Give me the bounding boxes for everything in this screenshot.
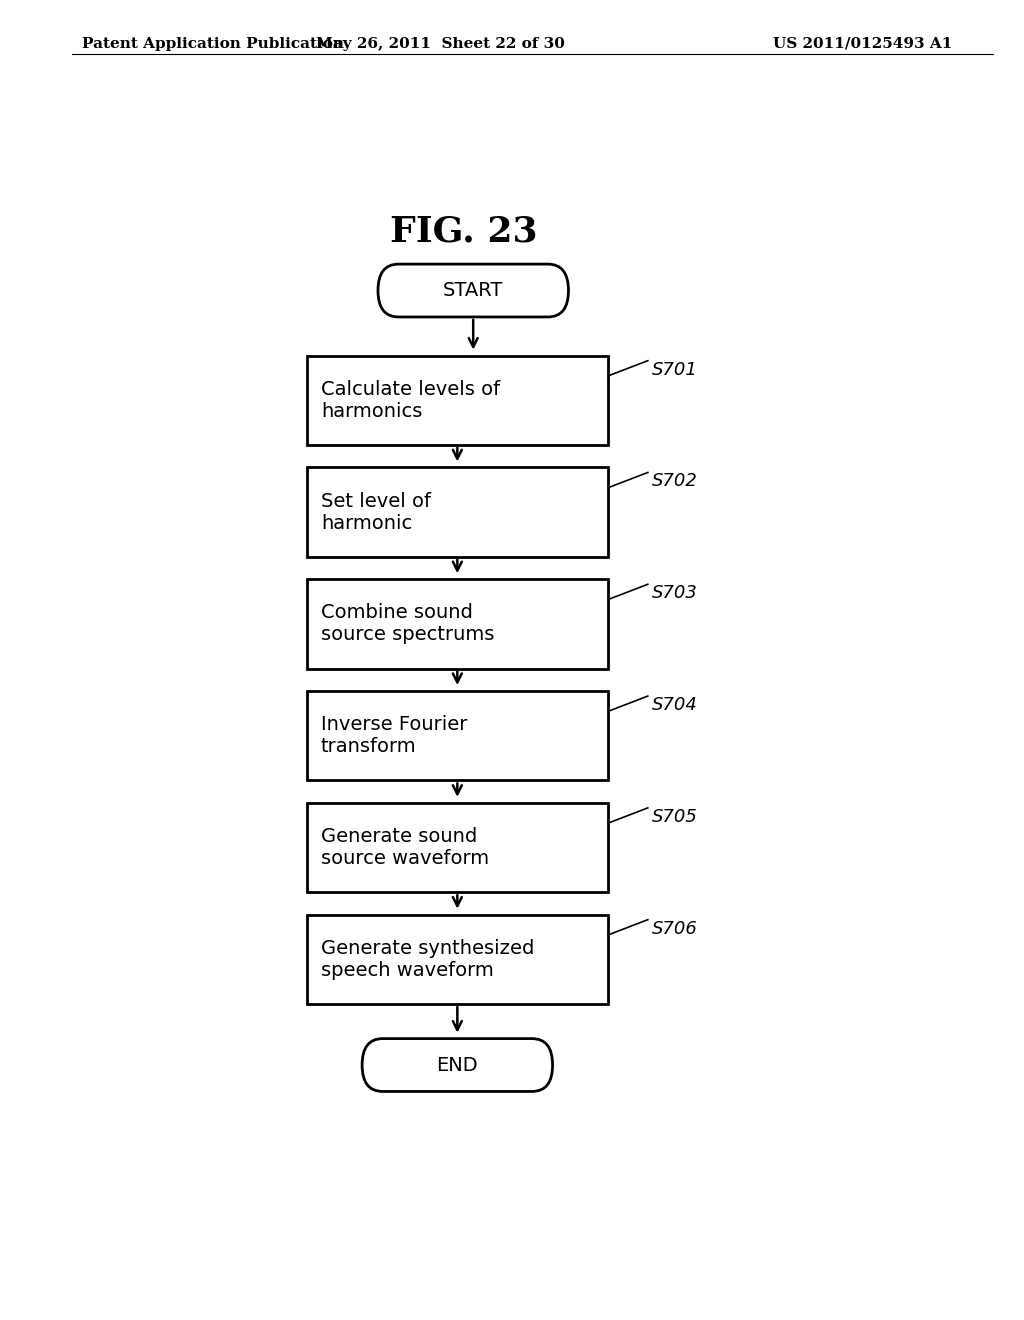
Bar [306,579,608,669]
Bar [306,690,608,780]
Text: May 26, 2011  Sheet 22 of 30: May 26, 2011 Sheet 22 of 30 [315,37,565,51]
Text: S706: S706 [652,920,697,937]
Text: Set level of
harmonic: Set level of harmonic [321,491,431,532]
FancyBboxPatch shape [362,1039,553,1092]
Text: S705: S705 [652,808,697,826]
Text: Combine sound
source spectrums: Combine sound source spectrums [321,603,495,644]
Text: Generate synthesized
speech waveform: Generate synthesized speech waveform [321,939,535,979]
Text: Generate sound
source waveform: Generate sound source waveform [321,828,489,869]
Bar [306,803,608,892]
Text: S701: S701 [652,360,697,379]
Text: START: START [443,281,504,300]
Text: S704: S704 [652,696,697,714]
Bar [306,467,608,557]
Text: END: END [436,1056,478,1074]
Text: FIG. 23: FIG. 23 [390,214,538,248]
Bar [306,915,608,1005]
Text: Calculate levels of
harmonics: Calculate levels of harmonics [321,380,500,421]
Text: Patent Application Publication: Patent Application Publication [82,37,344,51]
Text: S703: S703 [652,585,697,602]
FancyBboxPatch shape [378,264,568,317]
Bar [306,355,608,445]
Text: US 2011/0125493 A1: US 2011/0125493 A1 [773,37,952,51]
Text: S702: S702 [652,473,697,491]
Text: Inverse Fourier
transform: Inverse Fourier transform [321,715,467,756]
